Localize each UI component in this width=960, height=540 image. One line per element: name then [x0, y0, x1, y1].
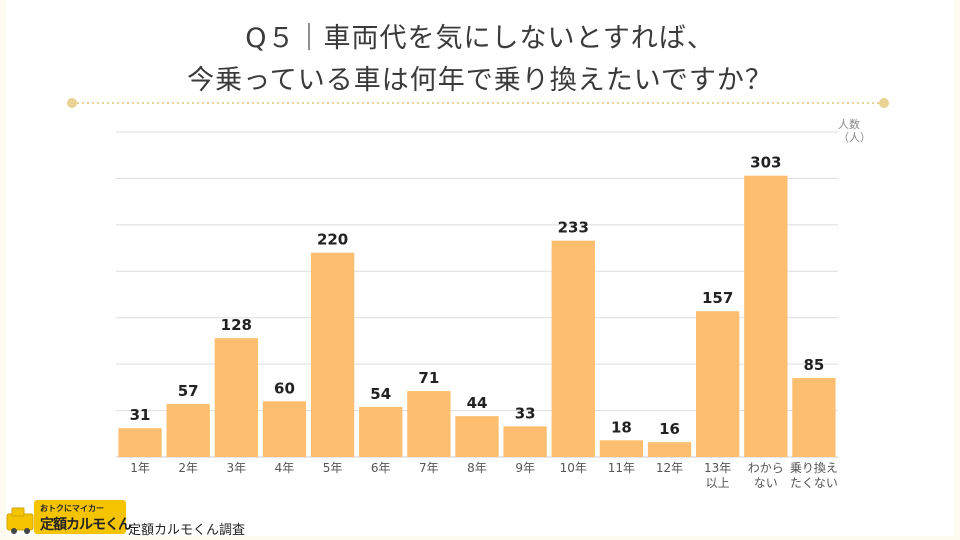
data-label: 85	[803, 356, 824, 374]
bar	[503, 426, 547, 457]
bar	[792, 378, 836, 457]
car-icon	[6, 507, 34, 534]
data-label: 157	[702, 289, 733, 307]
bar	[455, 416, 499, 457]
bar	[551, 240, 595, 457]
bar	[118, 428, 162, 457]
x-tick-label: 乗り換え	[790, 461, 838, 475]
bar	[599, 440, 644, 457]
bar	[310, 252, 355, 457]
bar	[166, 404, 210, 457]
x-tick-label: 以上	[706, 476, 730, 490]
bar	[214, 338, 258, 457]
data-label: 233	[558, 219, 589, 237]
brand-tagline: おトクにマイカー	[40, 504, 104, 513]
chart-title-line1: Q５｜車両代を気にしないとすれば、	[245, 23, 715, 54]
x-tick-label: ない	[754, 476, 778, 490]
x-tick-label: わから	[748, 461, 784, 475]
x-tick-label: 10年	[560, 461, 587, 475]
x-tick-label: 9年	[515, 461, 535, 475]
data-label: 18	[611, 418, 632, 436]
y-unit-label-line1: 人数	[838, 118, 860, 131]
bar	[407, 391, 451, 457]
x-tick-label: 8年	[467, 461, 487, 475]
source-note: 定額カルモくん調査	[128, 523, 246, 538]
x-tick-label: 13年	[704, 461, 731, 475]
x-tick-label: 4年	[275, 461, 295, 475]
data-label: 128	[221, 316, 252, 334]
brand-logo: おトクにマイカー 定額カルモくん	[6, 497, 132, 537]
x-tick-label: 2年	[178, 461, 198, 475]
data-label: 220	[317, 231, 348, 249]
brand-logo-box: おトクにマイカー 定額カルモくん	[34, 500, 132, 534]
data-label: 54	[370, 385, 391, 403]
x-tick-label: 11年	[608, 461, 635, 475]
data-label: 303	[750, 154, 781, 172]
chart-title-line2: 今乗っている車は何年で乗り換えたいですか？	[187, 65, 773, 96]
data-label: 60	[274, 379, 295, 397]
bar	[262, 401, 307, 457]
x-tick-label: 5年	[323, 461, 343, 475]
data-label: 16	[659, 420, 680, 438]
x-tick-label: 3年	[227, 461, 247, 475]
y-unit-label-line2: （人）	[838, 131, 871, 144]
bar	[359, 406, 403, 457]
y-unit-label: 人数 （人）	[838, 118, 871, 144]
data-label: 44	[467, 394, 488, 412]
brand-name: 定額カルモくん	[40, 517, 132, 533]
bar	[647, 442, 692, 457]
data-label: 71	[418, 369, 439, 387]
bar	[744, 175, 788, 457]
x-tick-label: 12年	[656, 461, 683, 475]
data-label: 31	[130, 406, 151, 424]
x-tick-label: 7年	[419, 461, 439, 475]
x-tick-label: 1年	[130, 461, 150, 475]
data-label: 57	[178, 382, 199, 400]
title-divider	[67, 98, 889, 108]
x-tick-label: 6年	[371, 461, 391, 475]
data-label: 33	[515, 404, 536, 422]
bar	[696, 311, 740, 457]
x-tick-label: たくない	[790, 476, 838, 490]
